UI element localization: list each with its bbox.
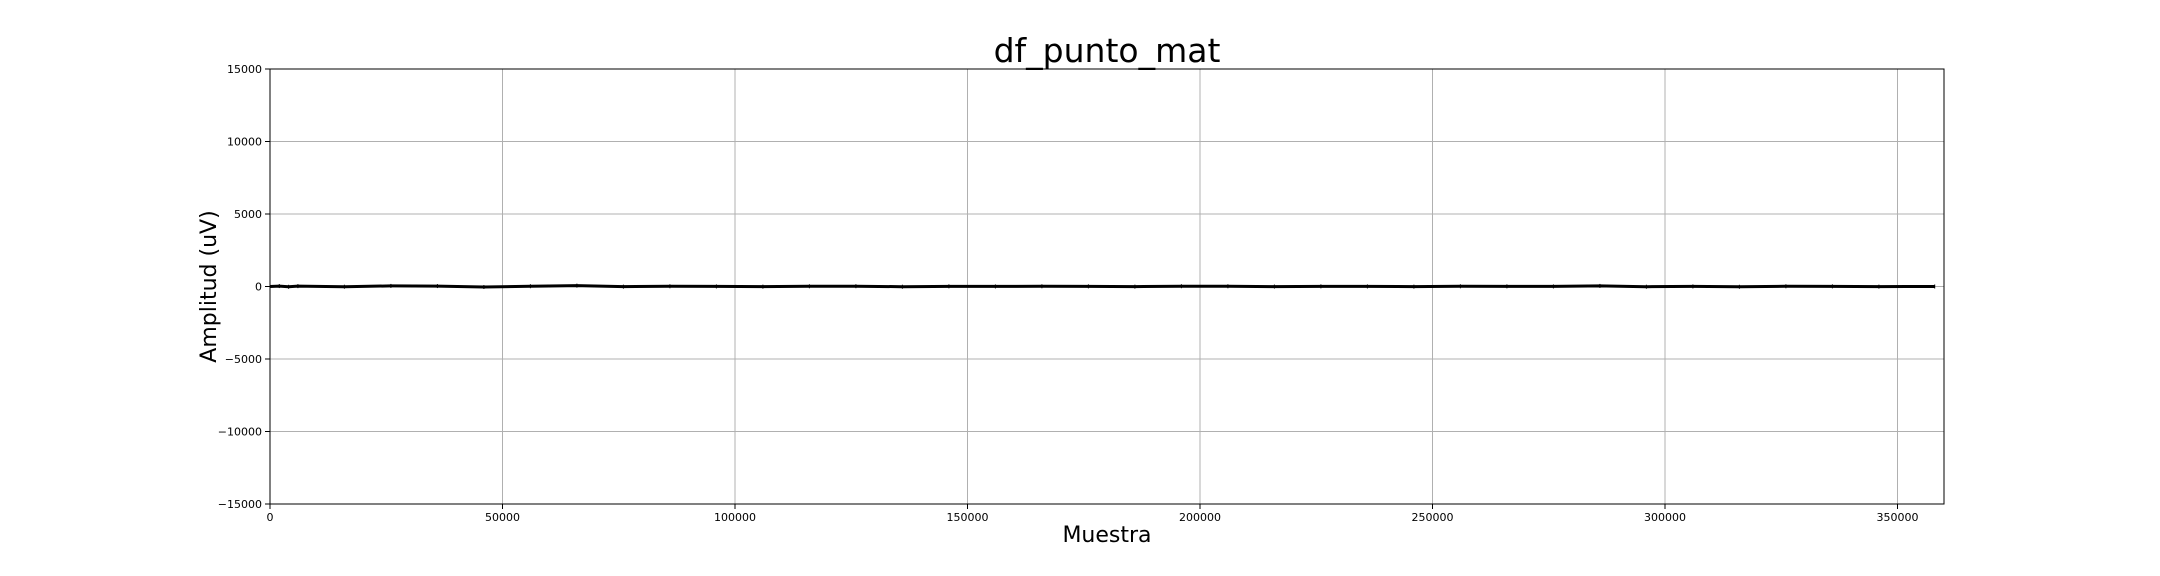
axis-ticks: 0 50000 100000 150000 200000 250000 300000 3500… [218, 63, 1919, 524]
y-tick-label: 5000 [234, 208, 262, 221]
series-line [269, 284, 1935, 289]
y-tick-label: 0 [255, 281, 262, 294]
y-tick-label: −5000 [225, 353, 262, 366]
x-tick-label: 150000 [947, 511, 989, 524]
y-tick-label: 15000 [227, 63, 262, 76]
y-tick-label: −15000 [218, 498, 262, 511]
x-tick-label: 100000 [714, 511, 756, 524]
series-layer [269, 283, 1936, 290]
x-tick-label: 300000 [1644, 511, 1686, 524]
y-tick-label: 10000 [227, 136, 262, 149]
x-tick-label: 250000 [1412, 511, 1454, 524]
x-tick-label: 0 [267, 511, 274, 524]
y-axis-title: Amplitud (uV) [197, 210, 222, 362]
x-tick-label: 200000 [1179, 511, 1221, 524]
x-axis-title: Muestra [1062, 523, 1151, 548]
x-tick-label: 50000 [485, 511, 520, 524]
chart-title: df_punto_mat [994, 31, 1221, 70]
x-tick-label: 350000 [1877, 511, 1919, 524]
y-tick-label: −10000 [218, 426, 262, 439]
